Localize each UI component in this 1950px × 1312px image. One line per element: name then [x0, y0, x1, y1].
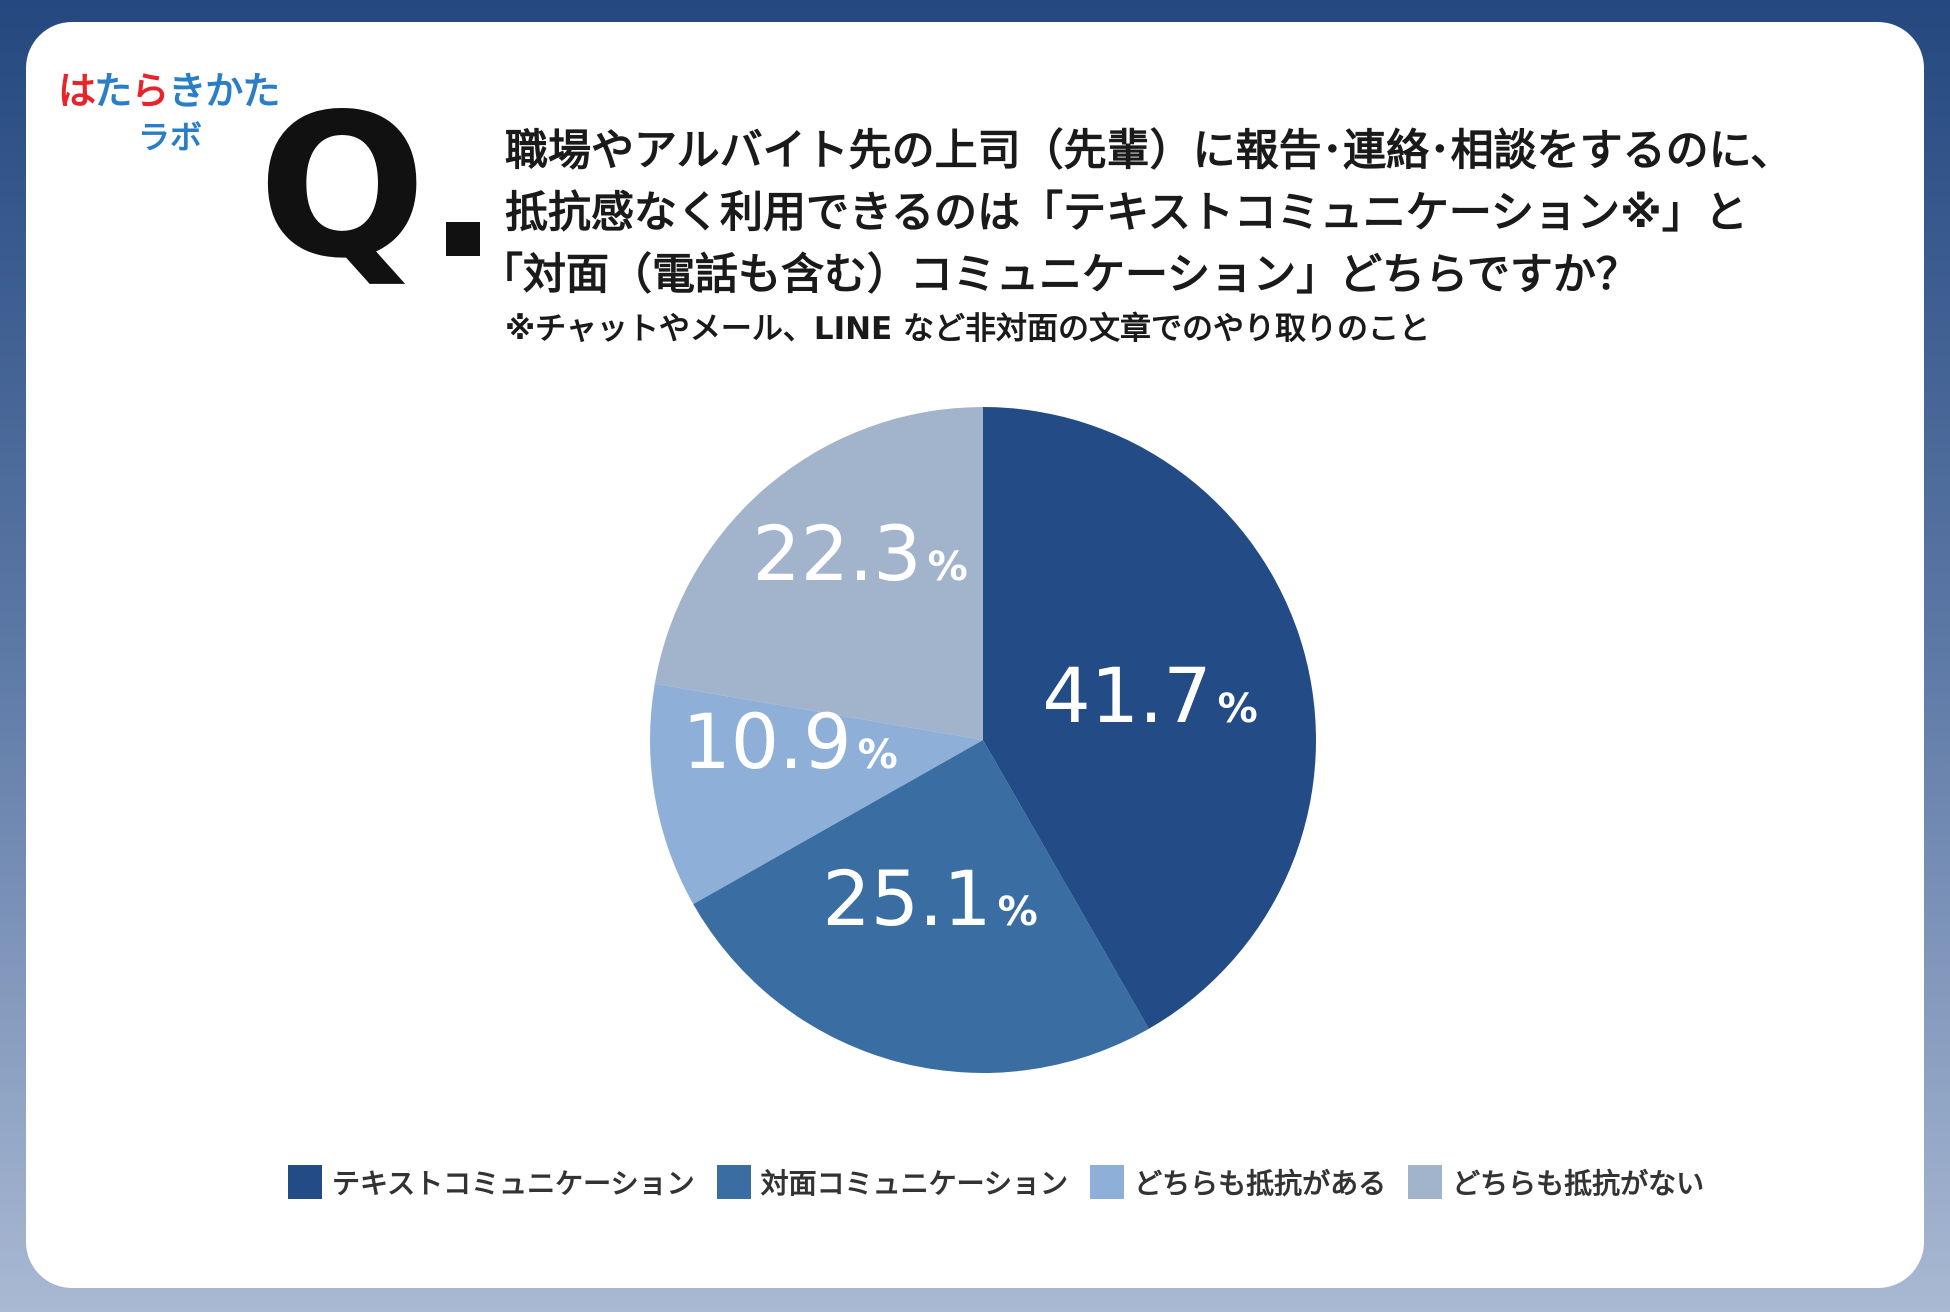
legend-swatch [716, 1165, 751, 1199]
legend-swatch [288, 1165, 322, 1199]
legend-item: 対面コミュニケーション [716, 1162, 1069, 1202]
slice-value-label: 41.7% [1042, 651, 1257, 740]
slice-value-label: 25.1% [822, 854, 1037, 943]
logo-char: ら [131, 69, 169, 113]
pie-slice [693, 740, 1149, 1073]
logo-char: た [242, 69, 280, 113]
legend-label: どちらも抵抗がない [1452, 1167, 1705, 1200]
logo-char: か [205, 69, 243, 113]
question-mark-dot [446, 222, 480, 256]
question-line-2: 抵抗感なく利用できるのは「テキストコミュニケーション※」と [505, 188, 1748, 238]
logo-char: た [94, 69, 132, 113]
pie-slice [983, 407, 1316, 1029]
question-note: ※チャットやメール、LINE など非対面の文章でのやり取りのこと [505, 311, 1431, 347]
pie-slice [654, 407, 983, 740]
legend-label: 対面コミュニケーション [760, 1167, 1069, 1200]
question-line-3: 「対面（電話も含む）コミュニケーション」どちらですか？ [480, 250, 1639, 300]
logo-line-1: はたらきかた [58, 60, 280, 115]
question-line-1: 職場やアルバイト先の上司（先輩）に報告･連絡･相談をするのに、 [505, 126, 1794, 176]
slice-value-label: 22.3% [752, 509, 967, 598]
legend-label: テキストコミュニケーション [332, 1167, 695, 1200]
logo-line-2: ラボ [138, 118, 203, 156]
legend-item: どちらも抵抗がない [1408, 1162, 1704, 1202]
legend-item: どちらも抵抗がある [1090, 1162, 1386, 1202]
slice-value-label: 10.9% [682, 697, 897, 786]
legend: テキストコミュニケーション 対面コミュニケーション どちらも抵抗がある どちらも… [288, 1162, 1726, 1202]
logo-char: き [168, 69, 206, 113]
legend-item: テキストコミュニケーション [288, 1162, 695, 1202]
pie-slice [649, 683, 983, 905]
logo: はたらきかた ラボ [58, 60, 288, 170]
legend-swatch [1090, 1165, 1125, 1199]
question-mark-letter: Q [258, 71, 426, 302]
legend-label: どちらも抵抗がある [1134, 1167, 1387, 1200]
logo-char: は [58, 69, 95, 113]
legend-swatch [1408, 1165, 1443, 1199]
